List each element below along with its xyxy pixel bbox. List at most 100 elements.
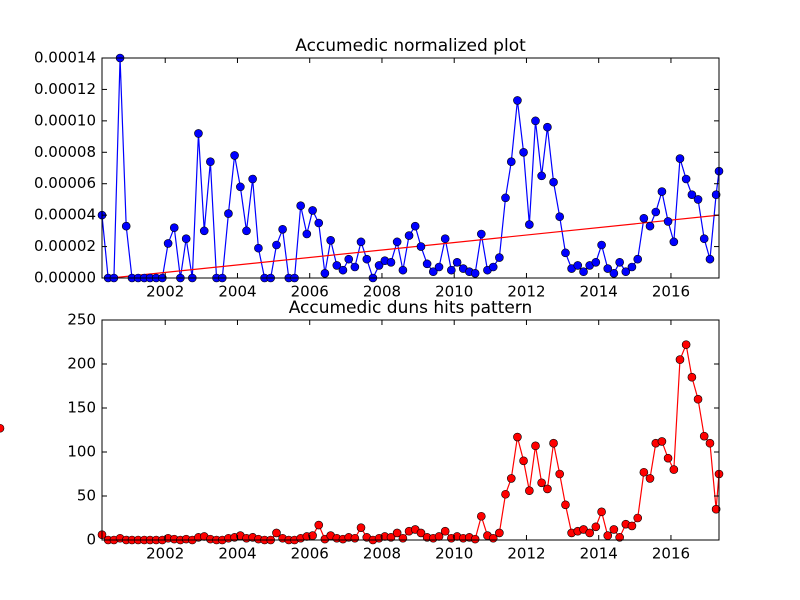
y-tick-label: 0.00006 — [34, 174, 96, 192]
data-point — [440, 526, 450, 536]
data-point — [338, 265, 348, 275]
x-tick-label: 2016 — [652, 283, 690, 301]
data-point — [181, 234, 191, 244]
data-point — [386, 257, 396, 267]
data-point — [163, 239, 173, 248]
data-point — [573, 261, 583, 270]
data-point — [711, 504, 721, 514]
data-point — [470, 534, 480, 544]
data-point — [278, 224, 287, 234]
data-point — [344, 254, 354, 264]
data-point — [699, 431, 709, 441]
data-point — [428, 267, 438, 277]
data-point — [555, 212, 564, 222]
x-tick-label: 2010 — [435, 283, 473, 301]
data-point — [627, 262, 637, 272]
x-tick-label: 2004 — [218, 283, 256, 301]
data-point — [386, 533, 396, 542]
data-point — [657, 187, 667, 196]
data-point — [356, 237, 366, 247]
x-tick-label: 2010 — [435, 545, 473, 563]
data-point — [561, 500, 570, 510]
data-point — [392, 237, 402, 247]
axes-frame — [101, 319, 720, 541]
data-point — [639, 467, 649, 477]
data-point — [230, 151, 239, 160]
data-point — [687, 190, 697, 200]
x-tick-label: 2004 — [218, 545, 256, 563]
x-tick-label: 2002 — [146, 545, 184, 563]
x-tick-label: 2016 — [652, 545, 690, 563]
data-point — [633, 254, 643, 264]
data-point — [356, 523, 366, 532]
data-point — [603, 531, 613, 540]
data-point — [320, 268, 330, 278]
data-point — [603, 264, 613, 273]
data-point — [591, 257, 601, 267]
data-point — [645, 474, 655, 483]
data-point — [597, 507, 606, 517]
data-point — [675, 355, 685, 364]
data-point — [224, 209, 233, 218]
x-tick-label: 2006 — [291, 545, 329, 563]
data-point — [169, 223, 179, 233]
data-point — [531, 116, 540, 126]
data-point — [531, 441, 540, 451]
data-point — [519, 456, 528, 466]
y-tick-label: 0 — [86, 531, 96, 549]
y-tick-label: 100 — [67, 443, 96, 461]
data-point — [519, 147, 528, 157]
data-point — [452, 257, 462, 267]
data-point — [615, 533, 624, 542]
chart-title: Accumedic normalized plot — [295, 36, 526, 56]
data-point — [513, 432, 522, 442]
data-point — [398, 265, 408, 275]
data-point — [506, 157, 516, 167]
data-point — [525, 220, 534, 229]
y-tick-label: 250 — [67, 311, 96, 329]
data-point — [332, 261, 342, 270]
data-point — [470, 268, 480, 278]
data-point — [416, 242, 426, 251]
x-tick-label: 2006 — [291, 283, 329, 301]
data-point — [236, 182, 245, 192]
data-point — [199, 226, 209, 236]
data-point — [699, 234, 709, 244]
data-point — [422, 259, 432, 269]
data-point — [549, 438, 558, 448]
data-point — [705, 254, 715, 264]
data-point — [495, 528, 504, 538]
axes-frame — [101, 57, 720, 279]
data-point — [296, 201, 305, 211]
data-point — [272, 240, 281, 250]
data-point — [693, 195, 703, 204]
data-point — [669, 465, 679, 474]
data-point — [501, 489, 510, 499]
data-point — [242, 226, 251, 236]
data-point — [627, 521, 637, 531]
data-point — [495, 253, 504, 262]
x-tick-label: 2008 — [363, 545, 401, 563]
data-point — [374, 261, 384, 270]
y-tick-label: 200 — [67, 355, 96, 373]
data-point — [362, 254, 372, 264]
data-point — [506, 474, 516, 483]
y-tick-label: 0.00002 — [34, 237, 96, 255]
data-point — [693, 394, 703, 404]
data-point — [537, 478, 546, 488]
data-point — [561, 248, 570, 258]
data-point — [488, 262, 498, 272]
data-point — [477, 229, 486, 239]
data-point — [121, 221, 131, 231]
y-tick-label: 0.00010 — [34, 111, 96, 129]
x-tick-label: 2008 — [363, 283, 401, 301]
x-tick-label: 2014 — [580, 283, 618, 301]
data-point — [681, 174, 691, 184]
data-point — [555, 469, 564, 479]
data-point — [663, 217, 673, 226]
data-point — [302, 229, 312, 239]
data-point — [194, 129, 203, 138]
data-point — [410, 221, 420, 231]
x-tick-label: 2002 — [146, 283, 184, 301]
